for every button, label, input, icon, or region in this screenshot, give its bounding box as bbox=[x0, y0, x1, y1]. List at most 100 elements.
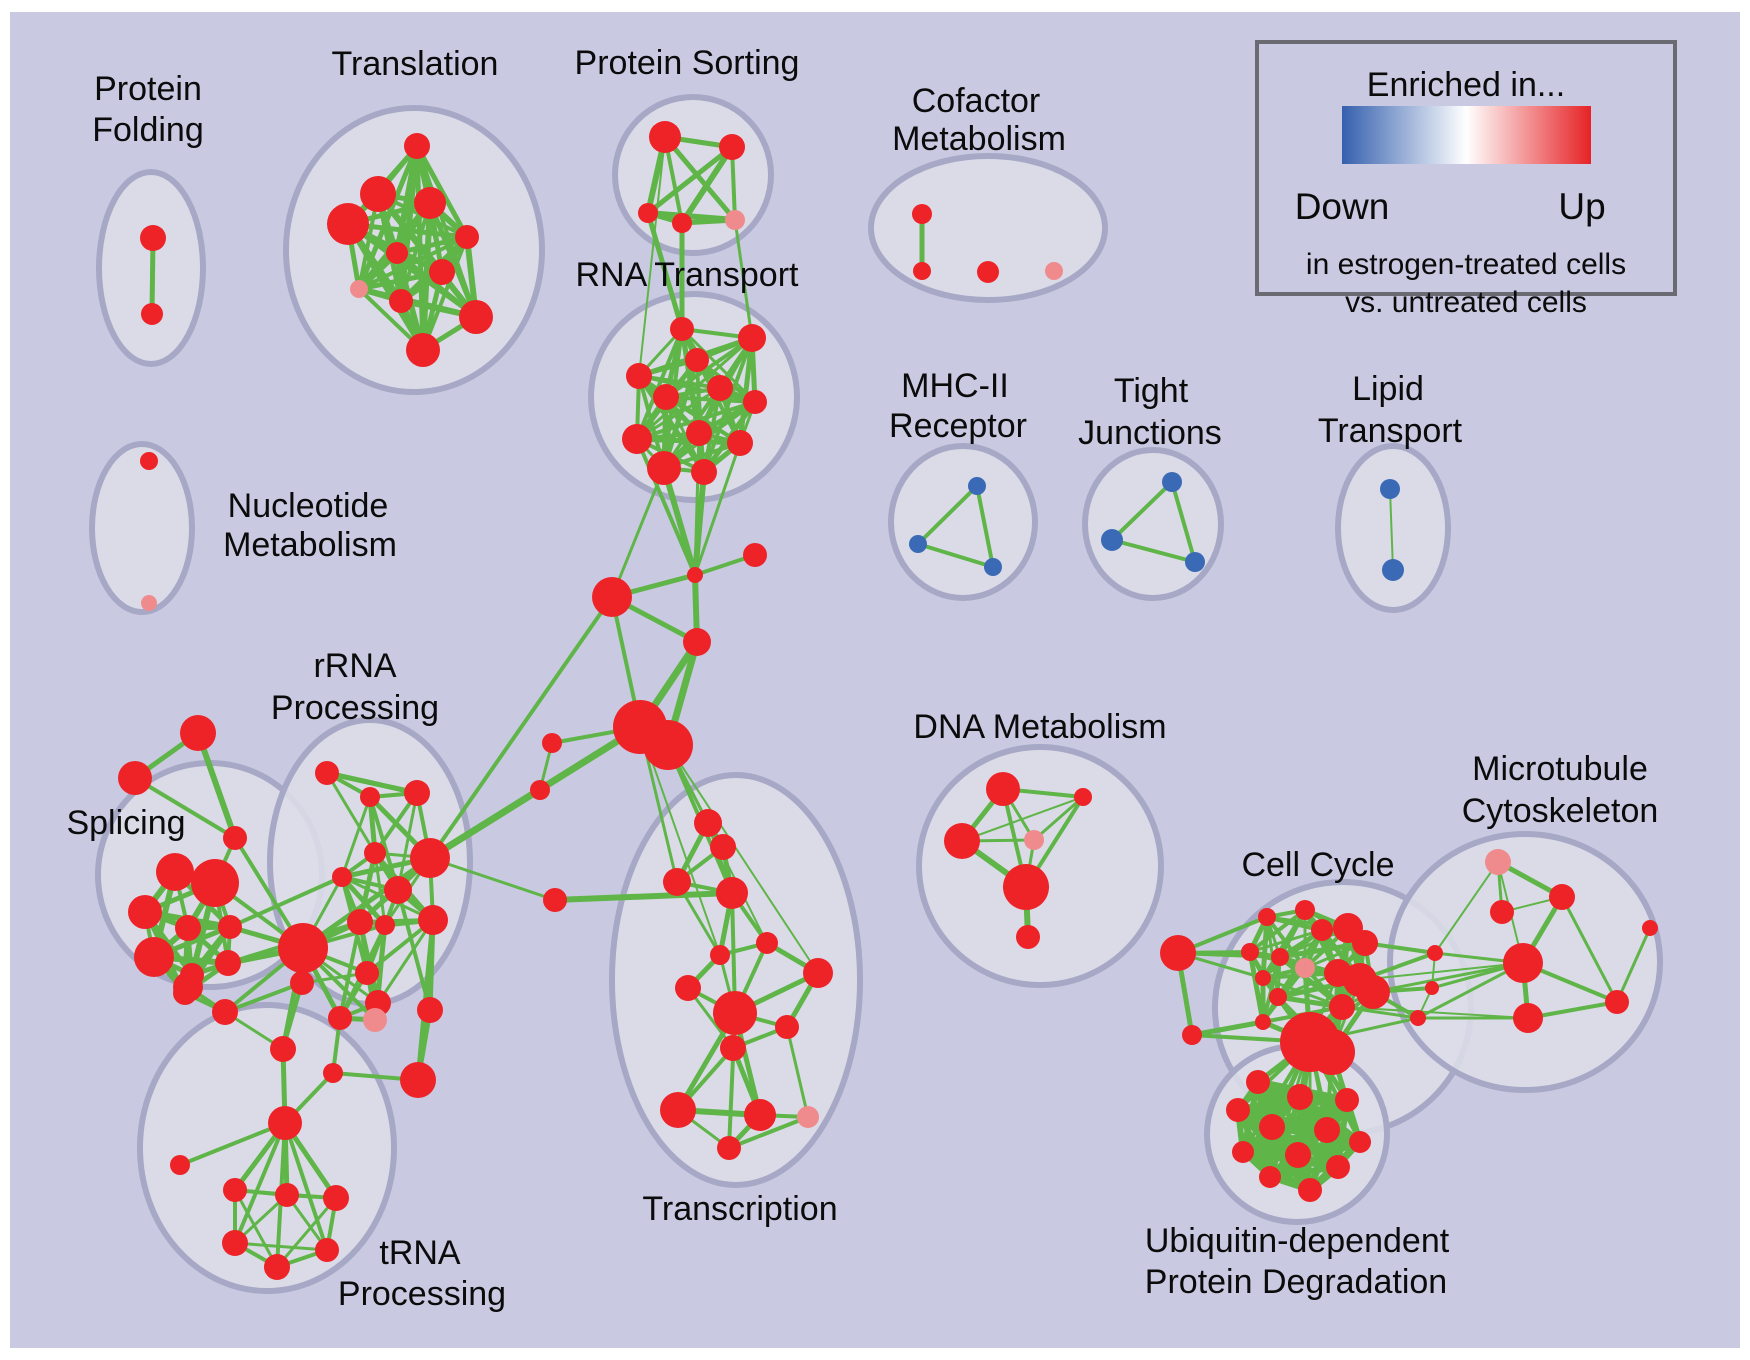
geneset-node-mt-5[interactable] bbox=[1425, 981, 1439, 995]
geneset-node-rna-2[interactable] bbox=[685, 348, 709, 372]
geneset-node-tj-0[interactable] bbox=[1162, 472, 1182, 492]
geneset-node-tx-6[interactable] bbox=[803, 958, 833, 988]
geneset-node-rna-4[interactable] bbox=[707, 375, 733, 401]
geneset-node-spl-7[interactable] bbox=[215, 950, 241, 976]
geneset-node-ps-0[interactable] bbox=[649, 121, 681, 153]
geneset-node-rrna-14[interactable] bbox=[363, 1008, 387, 1032]
geneset-node-nuc-0[interactable] bbox=[140, 452, 158, 470]
geneset-node-dna-1[interactable] bbox=[1074, 788, 1092, 806]
geneset-node-tr-5[interactable] bbox=[386, 242, 408, 264]
geneset-node-pf-0[interactable] bbox=[140, 225, 166, 251]
geneset-node-pf-1[interactable] bbox=[141, 303, 163, 325]
geneset-node-cc-6[interactable] bbox=[1352, 930, 1378, 956]
geneset-node-spl-3[interactable] bbox=[175, 915, 201, 941]
geneset-node-ubi-4[interactable] bbox=[1259, 1114, 1285, 1140]
geneset-node-lip-1[interactable] bbox=[1382, 559, 1404, 581]
geneset-node-mt-1[interactable] bbox=[1549, 884, 1575, 910]
geneset-node-tj-2[interactable] bbox=[1185, 552, 1205, 572]
geneset-node-rna-5[interactable] bbox=[653, 384, 679, 410]
geneset-node-tr-8[interactable] bbox=[389, 289, 413, 313]
geneset-node-tx-5[interactable] bbox=[710, 945, 730, 965]
geneset-node-rna-0[interactable] bbox=[670, 317, 694, 341]
geneset-node-tj-1[interactable] bbox=[1101, 529, 1123, 551]
geneset-node-cof-1[interactable] bbox=[913, 262, 931, 280]
geneset-node-rrna-7[interactable] bbox=[418, 905, 448, 935]
geneset-node-ubi-9[interactable] bbox=[1326, 1155, 1350, 1179]
geneset-node-mt-0[interactable] bbox=[1485, 849, 1511, 875]
geneset-node-mt-7[interactable] bbox=[1513, 1003, 1543, 1033]
geneset-node-trna-5[interactable] bbox=[400, 1062, 436, 1098]
geneset-node-conn-0[interactable] bbox=[687, 567, 703, 583]
geneset-node-cc-4[interactable] bbox=[1311, 919, 1333, 941]
geneset-node-mt-2[interactable] bbox=[1490, 900, 1514, 924]
geneset-node-trna-6[interactable] bbox=[417, 997, 443, 1023]
geneset-node-trna-2[interactable] bbox=[270, 1036, 296, 1062]
geneset-node-rrna-0[interactable] bbox=[315, 761, 339, 785]
geneset-node-tx-3[interactable] bbox=[716, 877, 748, 909]
geneset-node-trna-11[interactable] bbox=[323, 1185, 349, 1211]
geneset-node-cc-10[interactable] bbox=[1255, 970, 1271, 986]
geneset-node-trna-4[interactable] bbox=[323, 1063, 343, 1083]
geneset-node-cc-1[interactable] bbox=[1182, 1025, 1202, 1045]
geneset-node-ubi-8[interactable] bbox=[1285, 1142, 1311, 1168]
geneset-node-dna-5[interactable] bbox=[1016, 925, 1040, 949]
geneset-node-tr-4[interactable] bbox=[455, 225, 479, 249]
geneset-node-tx-8[interactable] bbox=[713, 991, 757, 1035]
geneset-node-sptri-1[interactable] bbox=[118, 761, 152, 795]
geneset-node-mhc-2[interactable] bbox=[984, 558, 1002, 576]
geneset-node-mt-8[interactable] bbox=[1605, 990, 1629, 1014]
geneset-node-tr-7[interactable] bbox=[350, 280, 368, 298]
geneset-node-tr-10[interactable] bbox=[406, 333, 440, 367]
geneset-node-trna-10[interactable] bbox=[275, 1183, 299, 1207]
geneset-node-mt-6[interactable] bbox=[1410, 1010, 1426, 1026]
geneset-node-tr-9[interactable] bbox=[459, 300, 493, 334]
geneset-node-rna-10[interactable] bbox=[647, 451, 681, 485]
geneset-node-spl-2[interactable] bbox=[128, 895, 162, 929]
geneset-node-rna-8[interactable] bbox=[686, 420, 712, 446]
geneset-node-cof-0[interactable] bbox=[912, 204, 932, 224]
geneset-node-rna-3[interactable] bbox=[626, 363, 652, 389]
geneset-node-ps-3[interactable] bbox=[672, 213, 692, 233]
geneset-node-tx-12[interactable] bbox=[744, 1099, 776, 1131]
geneset-node-rrna-6[interactable] bbox=[410, 838, 450, 878]
geneset-node-spl-4[interactable] bbox=[218, 915, 242, 939]
geneset-node-cof-2[interactable] bbox=[977, 261, 999, 283]
geneset-node-cc-0[interactable] bbox=[1160, 935, 1196, 971]
geneset-node-tx-1[interactable] bbox=[710, 834, 736, 860]
geneset-node-conn-8[interactable] bbox=[543, 888, 567, 912]
geneset-node-rrna-12[interactable] bbox=[328, 1006, 352, 1030]
geneset-node-rrna-3[interactable] bbox=[364, 842, 386, 864]
geneset-node-rrna-2[interactable] bbox=[404, 780, 430, 806]
geneset-node-trna-3[interactable] bbox=[290, 971, 314, 995]
geneset-node-trna-1[interactable] bbox=[173, 972, 203, 1002]
geneset-node-tx-13[interactable] bbox=[797, 1106, 819, 1128]
geneset-node-sptri-2[interactable] bbox=[223, 826, 247, 850]
geneset-node-tx-4[interactable] bbox=[756, 932, 778, 954]
geneset-node-rrna-10[interactable] bbox=[278, 923, 328, 973]
geneset-node-dna-0[interactable] bbox=[986, 772, 1020, 806]
geneset-node-ubi-5[interactable] bbox=[1314, 1117, 1340, 1143]
geneset-node-ubi-10[interactable] bbox=[1259, 1166, 1281, 1188]
geneset-node-mt-9[interactable] bbox=[1642, 920, 1658, 936]
geneset-node-rrna-1[interactable] bbox=[360, 787, 380, 807]
geneset-node-cc-13[interactable] bbox=[1356, 975, 1390, 1009]
geneset-node-rrna-8[interactable] bbox=[347, 909, 373, 935]
geneset-node-cc-18[interactable] bbox=[1309, 1029, 1355, 1075]
geneset-node-tr-1[interactable] bbox=[360, 176, 396, 212]
geneset-node-cc-14[interactable] bbox=[1269, 988, 1287, 1006]
geneset-node-trna-7[interactable] bbox=[268, 1106, 302, 1140]
geneset-node-conn-1[interactable] bbox=[743, 543, 767, 567]
geneset-node-rna-11[interactable] bbox=[691, 459, 717, 485]
geneset-node-tx-2[interactable] bbox=[663, 868, 691, 896]
geneset-node-rna-6[interactable] bbox=[743, 390, 767, 414]
geneset-node-tx-9[interactable] bbox=[775, 1015, 799, 1039]
geneset-node-trna-8[interactable] bbox=[170, 1155, 190, 1175]
geneset-node-cc-7[interactable] bbox=[1241, 943, 1259, 961]
geneset-node-rrna-5[interactable] bbox=[384, 876, 412, 904]
geneset-node-tx-10[interactable] bbox=[720, 1035, 746, 1061]
geneset-node-cc-15[interactable] bbox=[1255, 1014, 1271, 1030]
geneset-node-ubi-6[interactable] bbox=[1349, 1131, 1371, 1153]
geneset-node-ps-1[interactable] bbox=[719, 134, 745, 160]
geneset-node-cc-8[interactable] bbox=[1271, 948, 1289, 966]
geneset-node-rrna-4[interactable] bbox=[332, 867, 352, 887]
